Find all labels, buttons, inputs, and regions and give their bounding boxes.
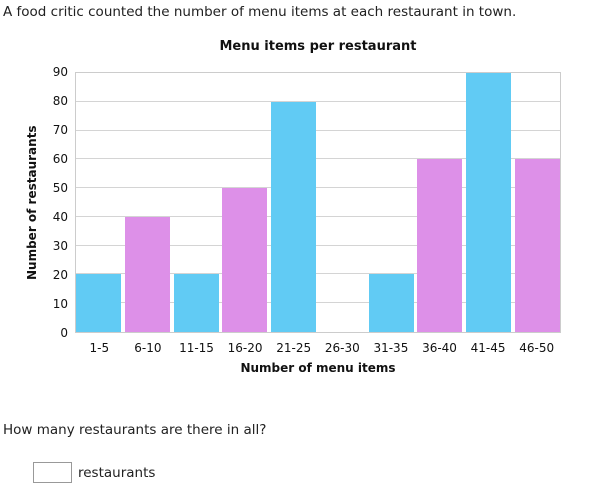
gridline-40 xyxy=(76,215,560,217)
y-tick-80: 80 xyxy=(52,94,68,108)
gridline-70 xyxy=(76,129,560,131)
gridline-80 xyxy=(76,100,560,102)
x-axis-label: Number of menu items xyxy=(240,361,396,375)
x-tick-6-10: 6-10 xyxy=(134,341,162,355)
bar-21-25 xyxy=(271,101,317,332)
answer-row: restaurants xyxy=(33,462,155,483)
x-axis-ticks: 1-5 6-10 11-15 16-20 21-25 26-30 31-35 36-40 41-… xyxy=(75,341,561,357)
gridline-10 xyxy=(76,302,560,304)
y-tick-60: 60 xyxy=(52,152,68,166)
y-tick-10: 10 xyxy=(52,297,68,311)
bar-11-15 xyxy=(173,274,219,332)
answer-input[interactable] xyxy=(33,462,72,483)
x-tick-21-25: 21-25 xyxy=(276,341,312,355)
y-tick-20: 20 xyxy=(52,268,68,282)
x-tick-1-5: 1-5 xyxy=(89,341,110,355)
x-tick-36-40: 36-40 xyxy=(422,341,457,355)
x-tick-26-30: 26-30 xyxy=(324,341,360,355)
y-tick-50: 50 xyxy=(52,181,68,195)
y-tick-30: 30 xyxy=(52,239,68,253)
bar-16-20 xyxy=(222,188,268,332)
chart-title: Menu items per restaurant xyxy=(219,39,417,54)
x-tick-41-45: 41-45 xyxy=(470,341,506,355)
y-tick-90: 90 xyxy=(52,65,68,79)
x-tick-46-50: 46-50 xyxy=(519,341,555,355)
y-tick-40: 40 xyxy=(52,210,68,224)
problem-prompt: A food critic counted the number of menu… xyxy=(3,4,517,20)
y-tick-70: 70 xyxy=(52,123,68,137)
x-tick-11-15: 11-15 xyxy=(179,341,214,355)
plot-area xyxy=(75,72,561,333)
bar-31-35 xyxy=(368,274,414,332)
bar-1-5 xyxy=(76,274,121,332)
gridline-20 xyxy=(76,273,560,275)
x-tick-31-35: 31-35 xyxy=(373,341,409,355)
bar-6-10 xyxy=(124,216,170,332)
bar-41-45 xyxy=(466,73,512,332)
bars-container xyxy=(76,73,560,332)
gridline-60 xyxy=(76,158,560,160)
gridline-50 xyxy=(76,187,560,189)
question-text: How many restaurants are there in all? xyxy=(3,422,267,438)
x-tick-16-20: 16-20 xyxy=(227,341,263,355)
y-axis-ticks: 0 10 20 30 40 50 60 70 80 90 xyxy=(0,65,68,340)
y-tick-0: 0 xyxy=(60,326,68,340)
bar-36-40 xyxy=(417,159,463,332)
gridline-30 xyxy=(76,244,560,246)
bar-46-50 xyxy=(514,159,560,332)
answer-unit-label: restaurants xyxy=(78,464,156,481)
